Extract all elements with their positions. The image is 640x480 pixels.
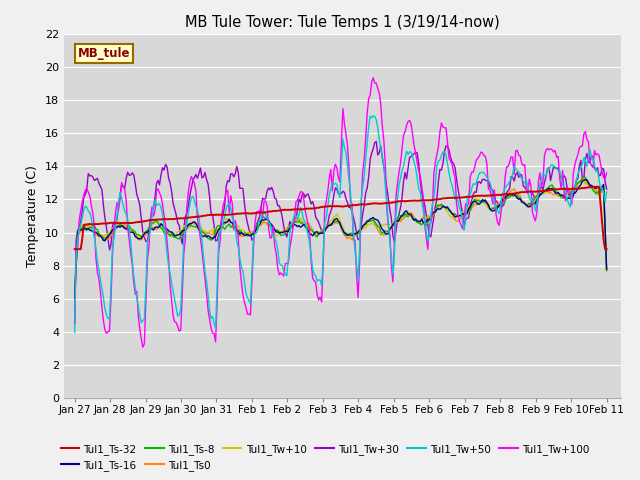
Text: MB_tule: MB_tule [78,48,131,60]
Y-axis label: Temperature (C): Temperature (C) [26,165,39,267]
Legend: Tul1_Ts-32, Tul1_Ts-16, Tul1_Ts-8, Tul1_Ts0, Tul1_Tw+10, Tul1_Tw+30, Tul1_Tw+50,: Tul1_Ts-32, Tul1_Ts-16, Tul1_Ts-8, Tul1_… [56,439,593,475]
Title: MB Tule Tower: Tule Temps 1 (3/19/14-now): MB Tule Tower: Tule Temps 1 (3/19/14-now… [185,15,500,30]
